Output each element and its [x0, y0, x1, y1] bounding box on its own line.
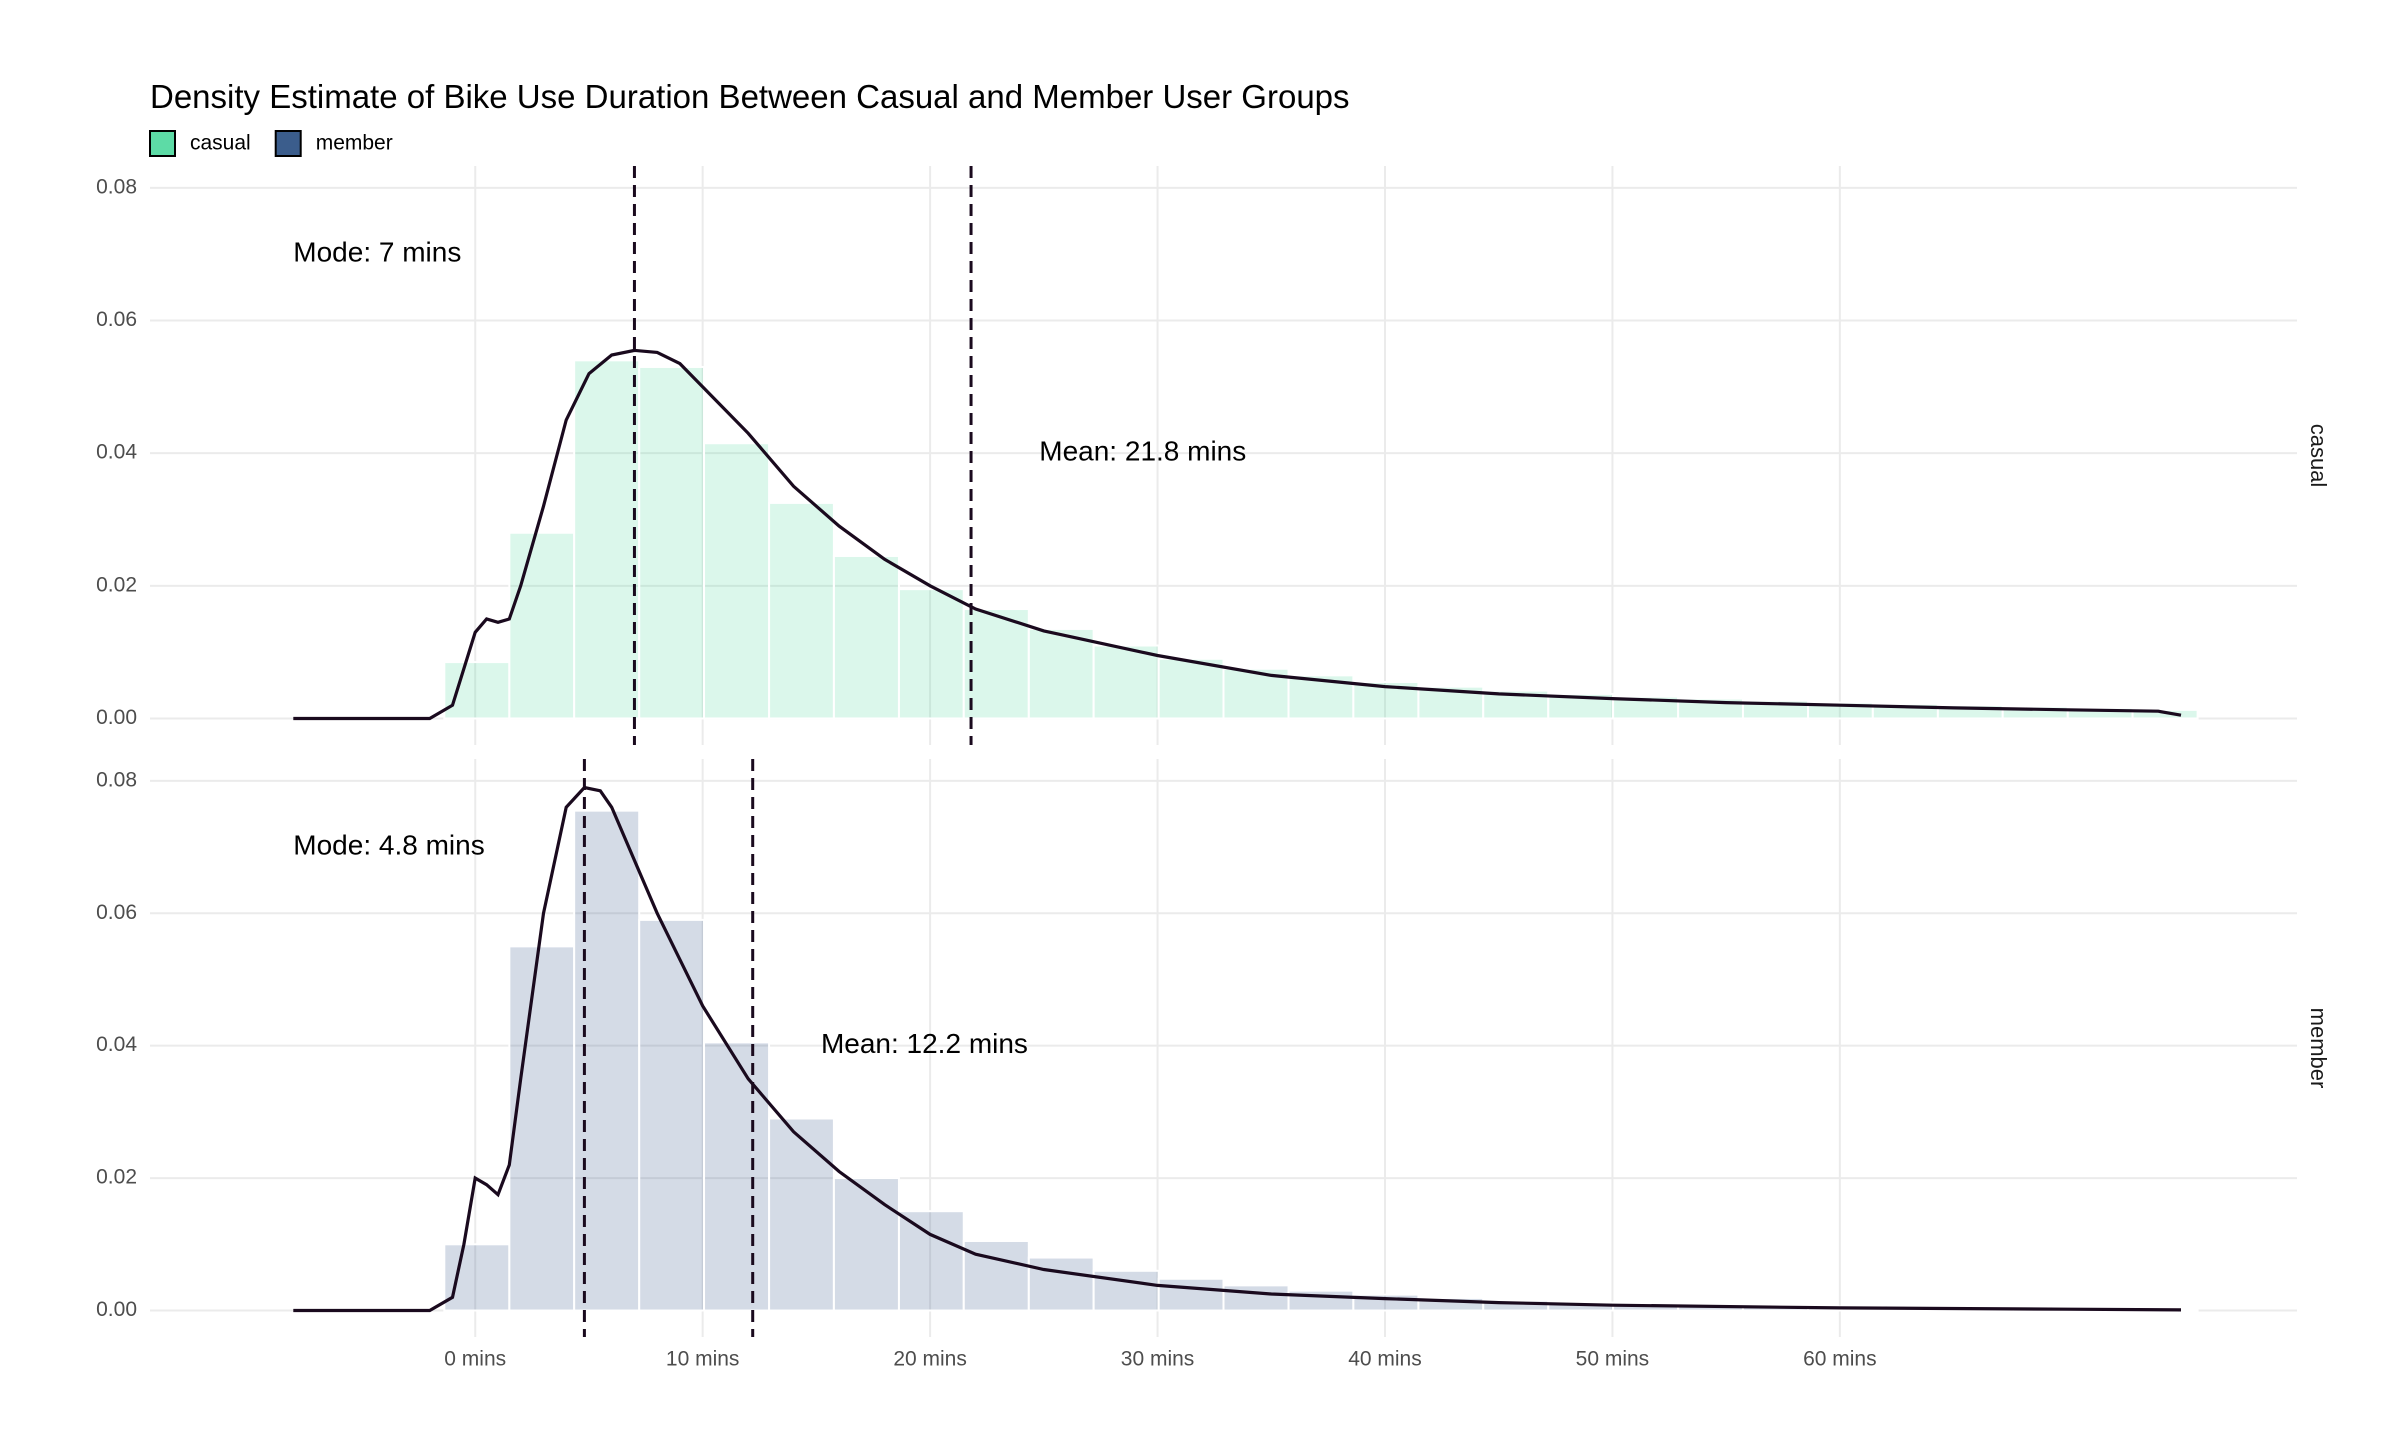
histogram-bar [897, 1210, 965, 1312]
facet-label: casual [2306, 424, 2331, 488]
y-tick-label: 0.06 [96, 901, 137, 924]
density-line [293, 785, 2182, 1313]
legend-label: casual [190, 132, 251, 155]
histogram-bar [1157, 657, 1225, 720]
y-tick-label: 0.00 [96, 1298, 137, 1321]
histogram-bar [573, 359, 641, 720]
y-tick-label: 0.04 [96, 1033, 137, 1056]
histogram-bar [703, 1041, 771, 1312]
legend-swatch [149, 130, 176, 157]
histogram-bar [2131, 708, 2199, 720]
y-tick-label: 0.00 [96, 706, 137, 729]
mean-annotation: Mean: 12.2 mins [821, 1028, 1028, 1059]
mode-annotation: Mode: 7 mins [293, 237, 461, 268]
histogram-bar [962, 608, 1030, 720]
x-tick-label: 20 mins [893, 1348, 967, 1371]
histogram-bar [703, 442, 771, 720]
histogram-bar [1092, 1269, 1160, 1312]
chart-title: Density Estimate of Bike Use Duration Be… [150, 78, 1350, 115]
x-tick-label: 40 mins [1348, 1348, 1422, 1371]
facet-label: member [2306, 1008, 2331, 1089]
y-tick-label: 0.04 [96, 441, 137, 464]
x-tick-label: 50 mins [1576, 1348, 1650, 1371]
histogram-bar [508, 945, 576, 1312]
y-tick-label: 0.02 [96, 573, 137, 596]
histogram-bar [1092, 644, 1160, 720]
histogram-bar [897, 588, 965, 720]
density-line [293, 348, 2182, 721]
x-tick-label: 0 mins [444, 1348, 506, 1371]
x-tick-label: 10 mins [666, 1348, 740, 1371]
y-tick-label: 0.08 [96, 175, 137, 198]
histogram-bar [1157, 1277, 1225, 1312]
histogram-bar [1027, 627, 1095, 720]
mean-annotation: Mean: 21.8 mins [1039, 436, 1246, 467]
histogram-bar [1222, 1284, 1290, 1312]
histogram-bar [768, 501, 835, 720]
histogram-bar [832, 1177, 900, 1312]
legend-label: member [316, 132, 393, 155]
x-tick-label: 30 mins [1121, 1348, 1195, 1371]
histogram-bar [443, 661, 511, 720]
y-tick-label: 0.06 [96, 308, 137, 331]
histogram-bar [638, 918, 706, 1312]
histogram-bar [832, 554, 900, 720]
histogram-bar [1027, 1256, 1095, 1312]
legend-swatch [274, 130, 302, 157]
y-tick-label: 0.02 [96, 1166, 137, 1189]
histogram-bar [638, 365, 706, 720]
y-tick-label: 0.08 [96, 768, 137, 791]
histogram-bar [508, 531, 576, 720]
histogram-bar [962, 1239, 1030, 1312]
mode-annotation: Mode: 4.8 mins [293, 829, 484, 860]
histogram-bar [443, 1243, 511, 1312]
histogram-bar [768, 1117, 835, 1312]
x-tick-label: 60 mins [1803, 1348, 1877, 1371]
